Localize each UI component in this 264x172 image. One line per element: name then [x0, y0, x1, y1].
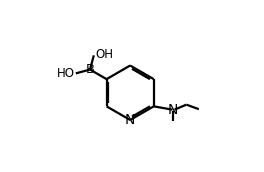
Text: N: N [167, 103, 178, 117]
Text: N: N [125, 113, 135, 127]
Text: B: B [86, 63, 95, 76]
Text: OH: OH [96, 48, 114, 61]
Text: HO: HO [56, 67, 75, 80]
